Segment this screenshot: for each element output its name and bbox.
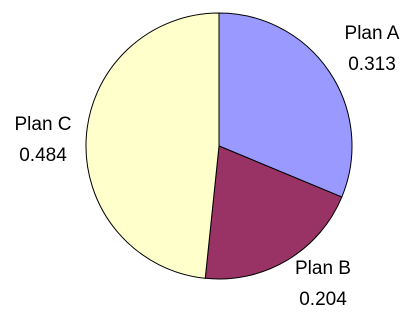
- slice-label-plan-b: Plan B: [295, 258, 351, 279]
- pie-slice-plan-c: [85, 12, 220, 279]
- slice-value-plan-b: 0.204: [299, 289, 347, 310]
- slice-label-plan-a: Plan A: [345, 23, 400, 44]
- pie-slices: [85, 12, 353, 280]
- pie-slice-plan-b: [204, 145, 343, 280]
- pie-slice-plan-a: [218, 12, 353, 198]
- slice-value-plan-c: 0.484: [19, 145, 67, 166]
- slice-label-plan-c: Plan C: [14, 114, 71, 135]
- pie-labels: Plan A 0.313 Plan B 0.204 Plan C 0.484: [14, 23, 399, 310]
- slice-value-plan-a: 0.313: [348, 54, 396, 75]
